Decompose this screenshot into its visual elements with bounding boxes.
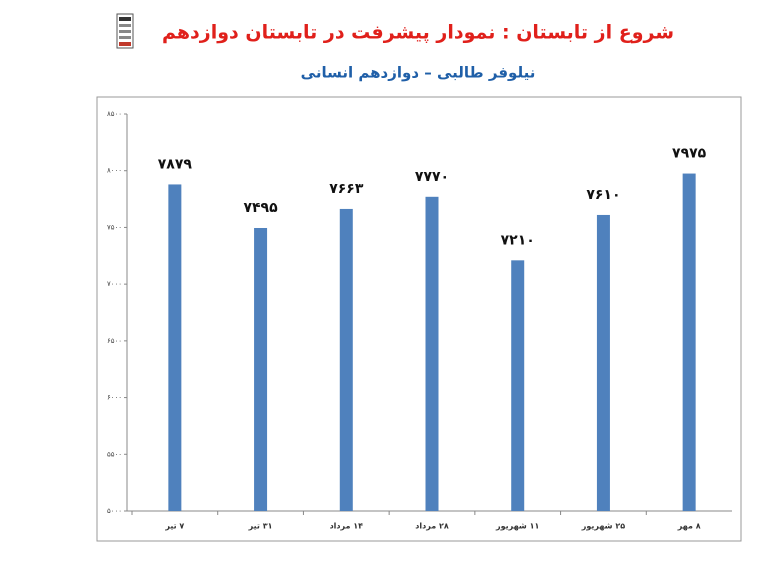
x-tick-label: ۲۵ شهریور [581,522,625,531]
value-label: ۷۴۹۵ [243,200,278,216]
y-tick-label: ۶۰۰۰ [107,394,122,402]
value-label: ۷۶۶۳ [329,181,364,197]
x-tick-label: ۳۱ تیر [248,522,273,531]
value-label: ۷۶۱۰ [586,187,620,203]
bar [596,214,610,512]
logo [116,13,134,49]
y-tick-label: ۶۵۰۰ [107,337,122,345]
bar [254,227,268,511]
bar [425,196,439,511]
y-tick-label: ۸۵۰۰ [107,110,122,118]
value-label: ۷۲۱۰ [501,232,535,248]
y-tick-label: ۸۰۰۰ [107,167,122,175]
chart-frame [96,96,742,542]
bar [339,208,353,512]
x-tick-label: ۲۸ مرداد [415,522,449,531]
value-label: ۷۹۷۵ [672,146,707,162]
y-tick-label: ۵۰۰۰ [107,507,122,515]
y-tick-label: ۷۰۰۰ [107,280,122,288]
x-tick-label: ۱۴ مرداد [330,522,364,531]
y-tick-label: ۵۵۰۰ [107,450,122,458]
bar [511,260,525,511]
x-tick-label: ۱۱ شهریور [495,522,539,531]
chart-title: شروع از تابستان : نمودار پیشرفت در تابست… [162,22,674,44]
x-tick-label: ۷ تیر [164,522,184,531]
value-label: ۷۸۷۹ [158,156,193,172]
value-label: ۷۷۷۰ [415,169,449,185]
y-tick-label: ۷۵۰۰ [107,223,122,231]
bar [168,184,182,511]
bar [682,173,696,512]
x-tick-label: ۸ مهر [677,522,701,531]
chart-subtitle: نیلوفر طالبی – دوازدهم انسانی [301,64,536,82]
